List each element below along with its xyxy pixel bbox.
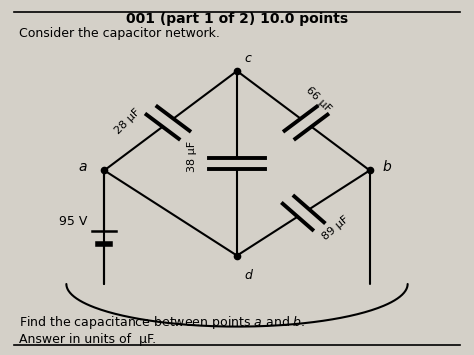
Text: $d$: $d$ [244, 268, 254, 282]
Text: $c$: $c$ [244, 51, 253, 65]
Text: Answer in units of  μF.: Answer in units of μF. [19, 333, 156, 346]
Text: 28 μF: 28 μF [113, 106, 142, 136]
Text: 89 μF: 89 μF [321, 214, 351, 242]
Text: 66 μF: 66 μF [303, 85, 333, 114]
Text: 95 V: 95 V [59, 215, 88, 228]
Text: $a$: $a$ [78, 160, 88, 174]
Text: Find the capacitance between points $a$ and $b$.: Find the capacitance between points $a$ … [19, 314, 306, 331]
Text: 001 (part 1 of 2) 10.0 points: 001 (part 1 of 2) 10.0 points [126, 12, 348, 26]
Text: $b$: $b$ [382, 159, 392, 174]
Text: 38 μF: 38 μF [187, 141, 197, 172]
Text: Consider the capacitor network.: Consider the capacitor network. [19, 27, 220, 40]
